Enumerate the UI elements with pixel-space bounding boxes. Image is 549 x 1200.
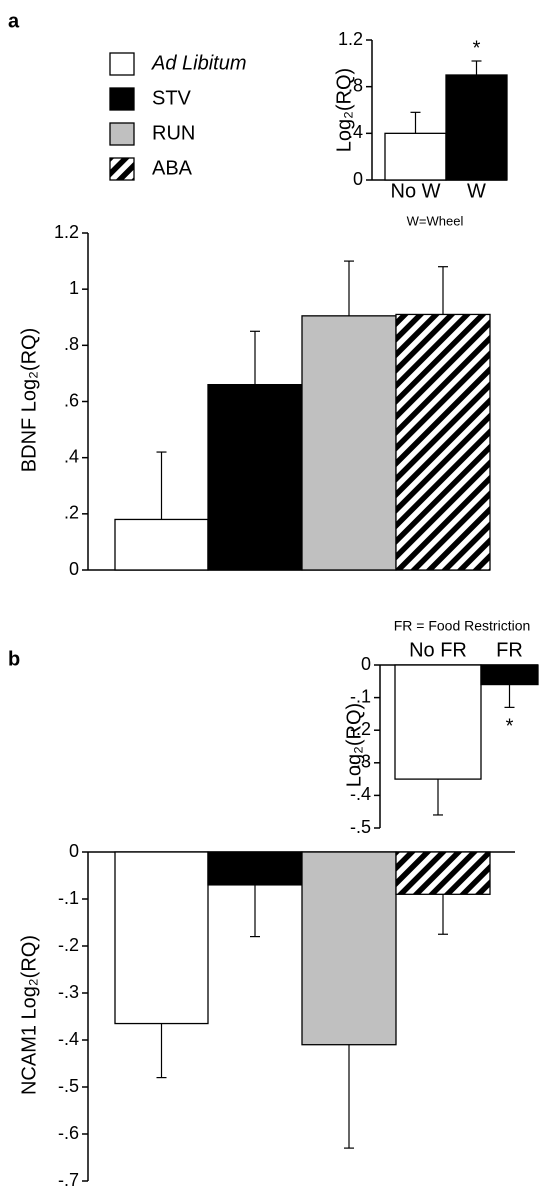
- y-axis-label: NCAM1 Log₂(RQ): [18, 935, 40, 1095]
- y-tick-label: 0: [69, 841, 79, 861]
- inset-title: FR = Food Restriction: [394, 618, 531, 634]
- bar: [301, 851, 397, 1046]
- y-tick-label: -.2: [350, 719, 371, 739]
- x-tick-label: No W: [391, 180, 441, 202]
- y-tick-label: 1.2: [338, 29, 363, 49]
- y-tick-label: -.2: [58, 935, 79, 955]
- y-tick-label: 0: [69, 559, 79, 579]
- y-tick-label: .4: [348, 122, 363, 142]
- x-tick-label: W: [467, 180, 486, 202]
- y-tick-label: -.5: [58, 1076, 79, 1096]
- x-tick-label: No FR: [409, 639, 467, 661]
- legend-swatch: [109, 52, 135, 76]
- legend-swatch: [109, 87, 135, 111]
- y-tick-label: -.5: [350, 817, 371, 837]
- x-tick-label: FR: [496, 639, 523, 661]
- y-tick-label: -.7: [58, 1170, 79, 1190]
- y-tick-label: -.6: [58, 1123, 79, 1143]
- bar: [445, 74, 508, 181]
- legend-label: Ad Libitum: [151, 52, 247, 74]
- y-tick-label: 1: [69, 278, 79, 298]
- y-tick-label: .6: [64, 390, 79, 410]
- legend-swatch: [109, 157, 135, 181]
- bar: [207, 383, 303, 571]
- bar: [394, 664, 482, 780]
- bar: [480, 664, 539, 686]
- y-axis-label: Log₂(RQ): [333, 68, 355, 152]
- y-tick-label: .4: [64, 446, 79, 466]
- bar: [301, 315, 397, 571]
- y-tick-label: .8: [64, 334, 79, 354]
- y-tick-label: .8: [348, 75, 363, 95]
- bar: [395, 313, 491, 571]
- y-tick-label: -.3: [58, 982, 79, 1002]
- y-tick-label: .2: [64, 503, 79, 523]
- legend-label: RUN: [152, 122, 195, 144]
- bar: [114, 851, 209, 1025]
- y-tick-label: -.3: [350, 752, 371, 772]
- y-axis-label: Log₂(RQ): [343, 703, 365, 787]
- y-tick-label: 1.2: [54, 222, 79, 242]
- y-tick-label: -.1: [58, 888, 79, 908]
- annotation: *: [506, 716, 514, 738]
- bar: [384, 132, 447, 181]
- x-axis-label: W=Wheel: [407, 213, 464, 228]
- y-axis-label: BDNF Log₂(RQ): [18, 328, 40, 472]
- legend-swatch: [109, 122, 135, 146]
- y-tick-label: -.1: [350, 686, 371, 706]
- bar: [114, 518, 209, 571]
- y-tick-label: -.4: [350, 784, 371, 804]
- bar: [395, 851, 491, 895]
- y-tick-label: 0: [361, 654, 371, 674]
- panel-label: a: [8, 10, 20, 32]
- y-tick-label: -.4: [58, 1029, 79, 1049]
- bar: [207, 851, 303, 886]
- y-tick-label: 0: [353, 169, 363, 189]
- legend-label: ABA: [152, 157, 193, 179]
- panel-label: b: [8, 648, 20, 670]
- annotation: *: [473, 37, 481, 59]
- legend-label: STV: [152, 87, 192, 109]
